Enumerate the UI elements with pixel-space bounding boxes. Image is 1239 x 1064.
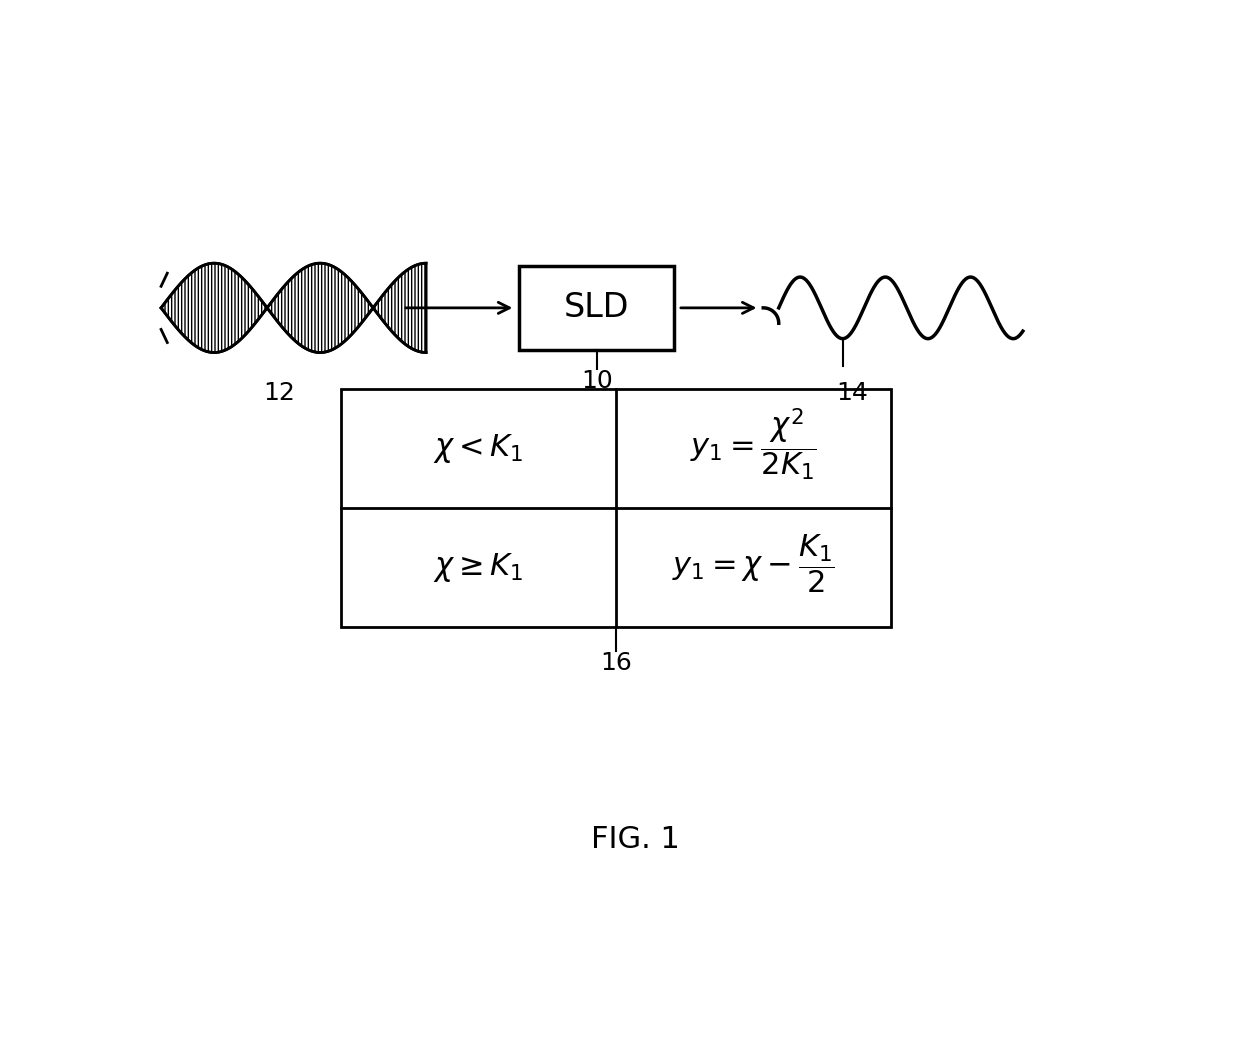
Text: $\chi < K_1$: $\chi < K_1$: [434, 432, 524, 465]
Text: 12: 12: [263, 381, 295, 405]
Text: $y_1 = \chi - \dfrac{K_1}{2}$: $y_1 = \chi - \dfrac{K_1}{2}$: [673, 533, 835, 595]
Polygon shape: [161, 263, 426, 352]
Text: 16: 16: [600, 650, 632, 675]
Text: $y_1 = \dfrac{\chi^2}{2K_1}$: $y_1 = \dfrac{\chi^2}{2K_1}$: [690, 406, 817, 483]
Text: SLD: SLD: [564, 292, 629, 325]
Text: 10: 10: [581, 369, 612, 394]
Text: $\chi \geq K_1$: $\chi \geq K_1$: [434, 551, 524, 584]
Bar: [519, 266, 674, 350]
Text: FIG. 1: FIG. 1: [591, 825, 680, 853]
Bar: [341, 388, 891, 628]
Text: 14: 14: [836, 381, 869, 405]
